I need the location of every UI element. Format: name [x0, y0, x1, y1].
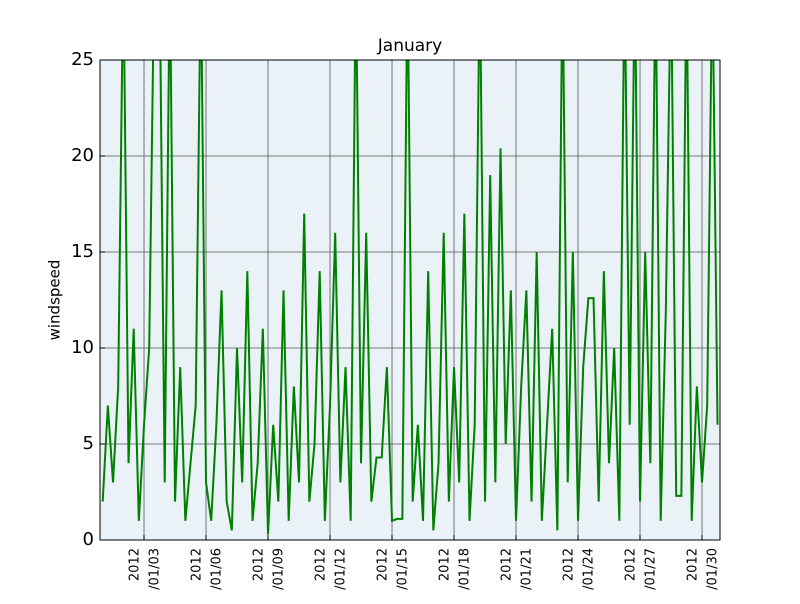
x-tick-label: /01/03 — [148, 548, 163, 590]
chart-title: January — [377, 36, 442, 56]
x-tick-label: /01/12 — [334, 548, 349, 590]
x-tick-label: 2012 — [438, 548, 453, 581]
y-axis-label: windspeed — [46, 260, 64, 341]
x-tick-label: 2012 — [314, 548, 329, 581]
x-tick-label: 2012 — [376, 548, 391, 581]
y-tick-label: 5 — [83, 433, 94, 454]
x-tick-label: 2012 — [624, 548, 639, 581]
y-tick-label: 25 — [71, 49, 94, 70]
x-tick-label: /01/06 — [210, 548, 225, 590]
x-tick-label: 2012 — [562, 548, 577, 581]
x-tick-label: /01/15 — [396, 548, 411, 590]
x-tick-label: 2012 — [128, 548, 143, 581]
x-tick-label: /01/09 — [272, 548, 287, 590]
y-tick-label: 10 — [71, 337, 94, 358]
x-tick-label: 2012 — [500, 548, 515, 581]
y-tick-label: 0 — [83, 529, 94, 550]
x-tick-label: /01/27 — [644, 548, 659, 590]
x-tick-label: 2012 — [190, 548, 205, 581]
grid — [100, 59, 720, 541]
plot-frame — [99, 59, 721, 541]
x-tick-label: 2012 — [686, 548, 701, 581]
x-tick-label: 2012 — [252, 548, 267, 581]
data-line — [101, 60, 719, 535]
plot-area — [101, 60, 719, 535]
x-tick-label: /01/24 — [582, 548, 597, 590]
y-tick-label: 15 — [71, 241, 94, 262]
y-tick-label: 20 — [71, 145, 94, 166]
x-tick-label: /01/18 — [458, 548, 473, 590]
x-tick-label: /01/21 — [520, 548, 535, 590]
x-tick-label: /01/30 — [706, 548, 721, 590]
